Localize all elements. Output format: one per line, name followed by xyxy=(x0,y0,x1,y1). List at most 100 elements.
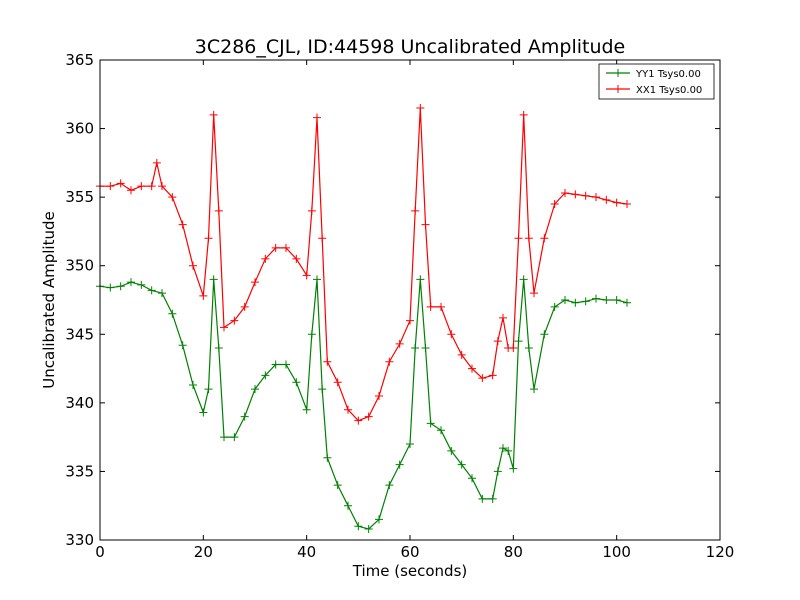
data-point xyxy=(581,191,590,200)
data-point xyxy=(540,234,549,243)
data-point xyxy=(530,289,538,298)
data-point xyxy=(344,501,352,510)
data-point xyxy=(292,378,301,387)
series-1 xyxy=(96,275,631,534)
data-point xyxy=(323,357,332,366)
y-tick-label: 330 xyxy=(65,531,94,549)
data-point xyxy=(127,278,135,287)
y-tick-label: 350 xyxy=(65,257,94,275)
data-point xyxy=(504,446,513,455)
data-point xyxy=(421,344,430,352)
data-point xyxy=(406,440,414,448)
data-point xyxy=(313,275,321,284)
chart-title: 3C286_CJL, ID:44598 Uncalibrated Amplitu… xyxy=(195,36,626,58)
data-point xyxy=(282,360,290,369)
data-point xyxy=(354,522,363,531)
data-point xyxy=(426,419,435,428)
data-point xyxy=(421,220,430,229)
data-point xyxy=(323,453,332,462)
legend-label: XX1 Tsys0.00 xyxy=(636,85,702,96)
data-point xyxy=(152,158,161,167)
data-point xyxy=(271,360,280,369)
data-point xyxy=(230,433,239,442)
data-point xyxy=(178,220,187,229)
data-point xyxy=(524,344,533,352)
data-point xyxy=(204,385,213,394)
data-point xyxy=(612,296,621,304)
data-point xyxy=(612,198,621,207)
data-point xyxy=(550,302,559,311)
data-point xyxy=(602,195,611,204)
legend-marker xyxy=(614,85,622,93)
data-point xyxy=(178,341,187,350)
x-tick-label: 0 xyxy=(95,543,105,561)
legend-label: YY1 Tsys0.00 xyxy=(635,69,701,80)
data-point xyxy=(571,298,580,307)
series-line xyxy=(99,279,628,530)
data-point xyxy=(571,190,580,199)
data-point xyxy=(189,261,197,270)
data-point xyxy=(106,283,115,292)
y-tick-label: 355 xyxy=(65,188,94,206)
data-point xyxy=(292,254,301,263)
data-point xyxy=(416,275,425,284)
data-point xyxy=(318,385,327,394)
data-point xyxy=(147,182,156,191)
data-point xyxy=(214,206,223,215)
data-point xyxy=(333,378,342,387)
y-axis-label: Uncalibrated Amplitude xyxy=(40,211,58,388)
y-tick-label: 340 xyxy=(65,394,94,412)
data-point xyxy=(106,182,115,191)
plot-frame xyxy=(99,59,721,541)
y-tick-label: 335 xyxy=(65,462,94,480)
legend: YY1 Tsys0.00 XX1 Tsys0.00 xyxy=(598,63,715,100)
data-point xyxy=(519,110,528,119)
data-point xyxy=(488,371,497,380)
data-point xyxy=(209,275,218,284)
data-point xyxy=(623,298,631,307)
legend-item: YY1 Tsys0.00 xyxy=(606,69,701,80)
data-point xyxy=(137,182,146,191)
data-point xyxy=(457,350,466,359)
data-point xyxy=(447,330,456,339)
data-point xyxy=(540,330,549,339)
data-point xyxy=(488,494,497,503)
data-point xyxy=(313,113,321,122)
data-point xyxy=(127,186,135,195)
data-point xyxy=(411,344,420,352)
data-point xyxy=(240,302,249,311)
data-point xyxy=(375,515,383,524)
legend-item: XX1 Tsys0.00 xyxy=(606,85,702,96)
data-point xyxy=(437,302,445,311)
x-tick-label: 40 xyxy=(297,543,316,561)
data-point xyxy=(592,294,600,303)
data-point xyxy=(261,254,270,263)
data-point xyxy=(385,481,394,490)
data-point xyxy=(209,110,218,119)
series-2 xyxy=(96,104,631,425)
data-point xyxy=(406,316,414,325)
data-point xyxy=(199,291,208,300)
data-point xyxy=(147,286,156,295)
y-tick-label: 345 xyxy=(65,325,94,343)
data-point xyxy=(426,302,435,311)
x-tick-label: 120 xyxy=(706,543,735,561)
data-point xyxy=(158,182,166,191)
y-tick-label: 365 xyxy=(65,51,94,69)
data-point xyxy=(561,189,569,198)
data-point xyxy=(581,297,590,306)
data-point xyxy=(137,280,146,289)
data-point xyxy=(214,344,223,352)
x-tick-label: 60 xyxy=(400,543,419,561)
data-point xyxy=(116,282,125,291)
data-point xyxy=(437,426,445,435)
data-point xyxy=(561,296,569,304)
data-point xyxy=(592,193,600,202)
data-point xyxy=(302,271,311,280)
data-point xyxy=(318,234,327,243)
data-point xyxy=(478,494,487,503)
data-point xyxy=(524,234,533,243)
data-point xyxy=(116,179,125,188)
